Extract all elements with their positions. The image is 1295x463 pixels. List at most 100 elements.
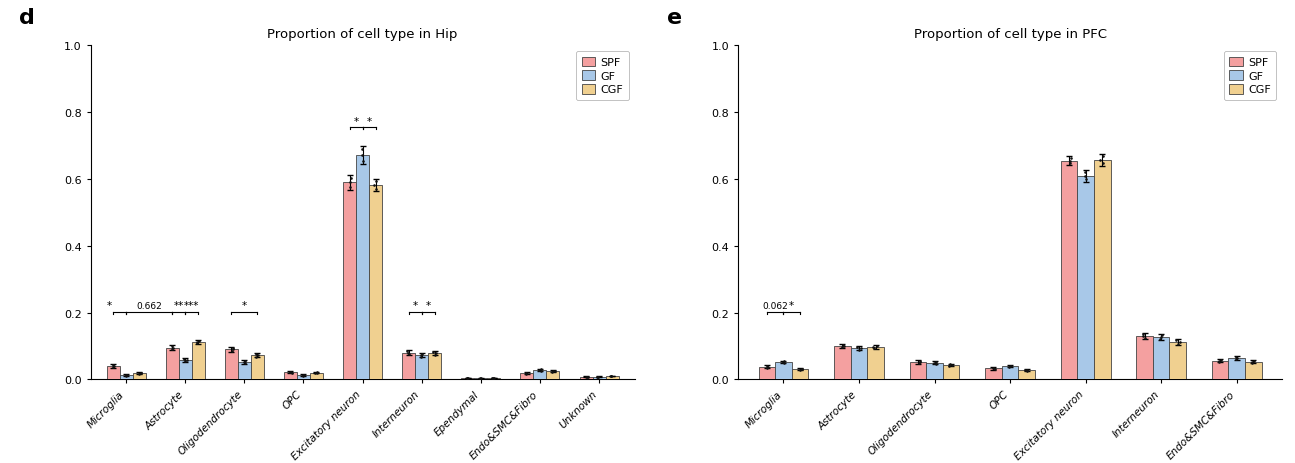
Point [864,345,884,352]
Title: Proportion of cell type in Hip: Proportion of cell type in Hip [267,28,458,41]
Bar [776,363,791,380]
Point [426,350,447,357]
Point [484,375,505,382]
Point [531,368,552,375]
Text: ***: *** [184,300,199,310]
Point [1243,357,1264,365]
Bar [580,377,593,380]
Bar [356,156,369,380]
Point [909,360,930,367]
Point [758,363,778,370]
Bar [546,372,559,380]
Point [339,179,360,187]
Point [983,365,1004,372]
Bar [416,356,429,380]
Point [304,369,325,377]
Bar [791,369,808,380]
Point [588,373,609,381]
Point [411,352,431,359]
Bar [461,378,474,380]
Point [939,361,960,368]
Point [998,363,1019,370]
Point [411,353,431,361]
Point [1059,160,1080,168]
Point [307,369,328,377]
Point [423,349,444,356]
Point [482,375,502,382]
Text: 0.062: 0.062 [763,301,789,310]
Point [352,146,373,154]
Point [576,373,597,381]
Point [162,343,183,350]
Point [1166,337,1186,344]
Bar [943,365,960,380]
Point [163,344,184,352]
Point [939,363,960,370]
Point [862,344,883,351]
Point [910,357,931,365]
Point [1150,333,1171,341]
Point [833,341,853,349]
Text: *: * [242,300,247,310]
Point [834,343,855,350]
Point [601,373,622,380]
Point [131,370,152,377]
Point [186,340,207,347]
Point [1076,176,1097,184]
Point [102,364,123,371]
Point [128,370,149,378]
Point [791,365,812,373]
Bar [251,356,264,380]
Legend: SPF, GF, CGF: SPF, GF, CGF [576,52,629,101]
Point [399,350,420,358]
Point [773,359,794,366]
Point [117,371,137,379]
Point [588,373,609,381]
Point [587,374,607,381]
Point [941,362,962,369]
Bar [106,366,119,380]
Point [601,372,622,380]
Point [756,364,777,371]
Bar [284,372,297,380]
Text: *: * [366,116,372,126]
Bar [1169,342,1186,380]
Bar [1153,337,1169,380]
Point [398,348,418,355]
Point [294,372,315,379]
Point [531,366,552,373]
Point [541,369,562,376]
Point [456,375,477,382]
Point [175,358,196,365]
Point [1151,332,1172,339]
Point [543,367,563,375]
Point [366,186,387,193]
Point [247,352,268,359]
Point [601,373,622,380]
Point [1211,357,1232,364]
Point [1225,356,1246,363]
Bar [1061,161,1077,380]
Point [847,344,868,351]
Bar [606,376,619,380]
Point [352,157,373,165]
Point [341,175,361,182]
Point [515,370,536,377]
Point [515,370,536,378]
Bar [521,374,534,380]
Point [236,360,256,367]
Point [578,374,598,381]
Point [246,351,267,358]
Point [482,375,502,382]
Text: 0.662: 0.662 [136,301,162,310]
Title: Proportion of cell type in PFC: Proportion of cell type in PFC [913,28,1107,41]
Bar [1077,176,1094,380]
Bar [1229,358,1244,380]
Point [1134,334,1155,342]
Point [1090,156,1111,164]
Point [162,346,183,353]
Point [282,369,303,376]
Point [280,369,300,376]
Point [425,351,445,358]
Point [223,344,243,352]
